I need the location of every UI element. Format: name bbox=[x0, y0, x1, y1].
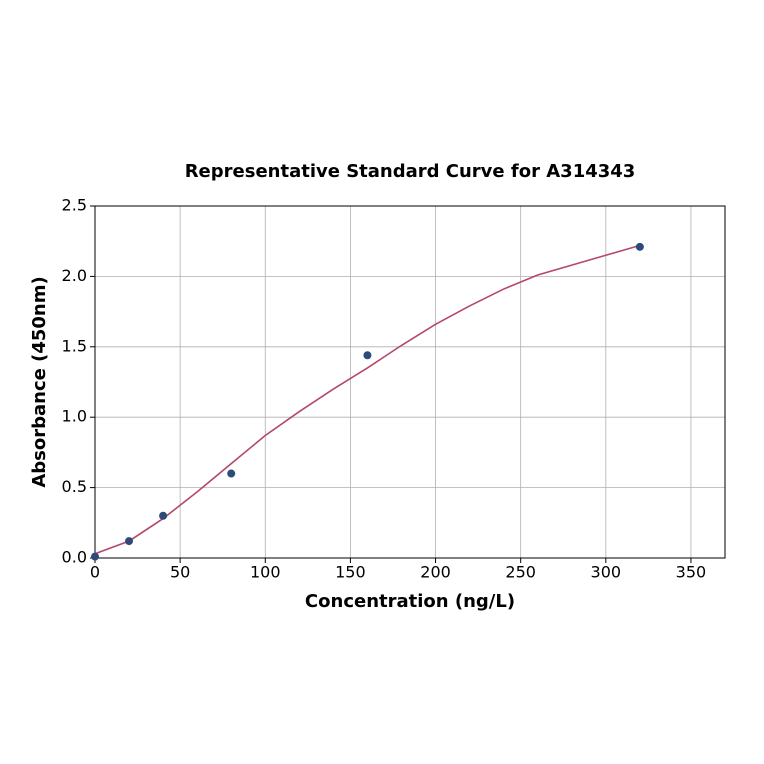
x-tick-label: 50 bbox=[170, 563, 190, 582]
chart-title: Representative Standard Curve for A31434… bbox=[185, 161, 636, 182]
x-axis-label: Concentration (ng/L) bbox=[305, 591, 515, 612]
x-tick-label: 200 bbox=[420, 563, 451, 582]
data-point bbox=[91, 552, 99, 561]
data-point bbox=[159, 511, 168, 520]
y-tick-label: 1.0 bbox=[62, 407, 87, 426]
y-axis-label: Absorbance (450nm) bbox=[29, 276, 50, 487]
data-point bbox=[227, 469, 236, 478]
x-tick-label: 300 bbox=[591, 563, 622, 582]
data-point bbox=[363, 351, 372, 360]
y-tick-label: 0.0 bbox=[62, 548, 87, 567]
y-tick-label: 2.0 bbox=[62, 266, 87, 285]
x-tick-label: 0 bbox=[90, 563, 100, 582]
data-point bbox=[125, 537, 134, 546]
y-tick-label: 1.5 bbox=[62, 336, 87, 355]
x-tick-label: 100 bbox=[250, 563, 281, 582]
y-tick-label: 0.5 bbox=[62, 477, 87, 496]
fit-curve bbox=[94, 244, 641, 555]
y-tick-label: 2.5 bbox=[62, 196, 87, 215]
x-tick-label: 250 bbox=[505, 563, 536, 582]
x-tick-label: 150 bbox=[335, 563, 366, 582]
x-tick-label: 350 bbox=[676, 563, 707, 582]
data-point bbox=[635, 242, 644, 251]
plot-frame bbox=[94, 205, 726, 559]
